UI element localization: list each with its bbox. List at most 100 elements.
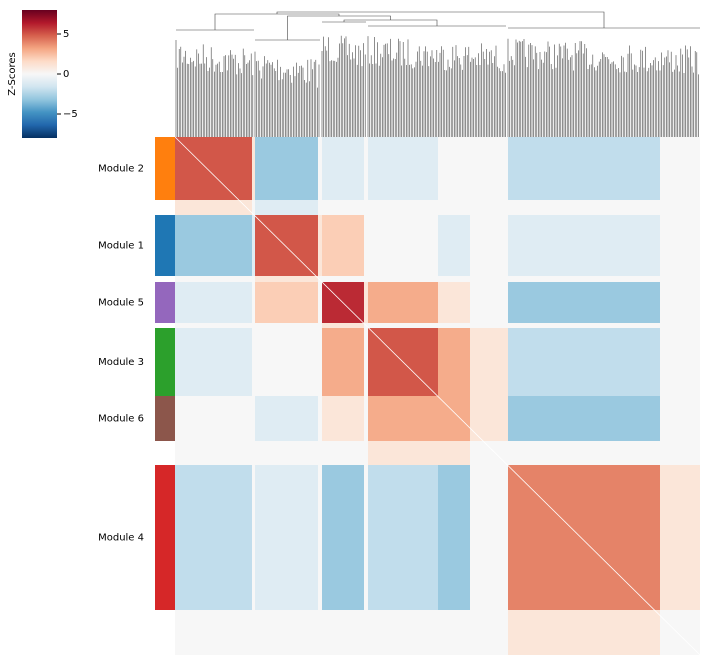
heatmap-cell bbox=[322, 465, 364, 610]
colorbar-tick-label: −5 bbox=[63, 109, 78, 120]
heatmap-cell bbox=[470, 200, 508, 215]
heatmap-cell bbox=[368, 276, 438, 282]
heatmap-cell bbox=[368, 441, 438, 465]
heatmap-cell bbox=[660, 137, 700, 200]
heatmap-cell bbox=[364, 610, 368, 655]
heatmap-cell bbox=[508, 328, 660, 396]
heatmap-cell bbox=[175, 396, 252, 441]
heatmap-cell bbox=[508, 215, 660, 276]
heatmap-cell bbox=[318, 276, 322, 282]
heatmap-cell bbox=[318, 323, 322, 328]
heatmap-cell bbox=[368, 282, 438, 323]
dendrogram-branch bbox=[343, 19, 438, 26]
module-color bbox=[155, 396, 175, 441]
heatmap-cell bbox=[438, 282, 470, 323]
module-label: Module 2 bbox=[98, 164, 144, 175]
heatmap-cell bbox=[322, 276, 364, 282]
heatmap-cell bbox=[322, 137, 364, 200]
heatmap-cell bbox=[252, 610, 255, 655]
heatmap-cell bbox=[660, 276, 700, 282]
dendrogram bbox=[175, 11, 700, 137]
heatmap-cell bbox=[508, 465, 660, 610]
dendrogram-branch bbox=[276, 11, 605, 28]
heatmap-cell bbox=[252, 328, 255, 396]
diagonal bbox=[174, 136, 701, 656]
heatmap-cell bbox=[252, 276, 255, 282]
heatmap-cell bbox=[660, 328, 700, 396]
heatmap-cell bbox=[175, 328, 252, 396]
heatmap-cell bbox=[175, 610, 252, 655]
heatmap-cell bbox=[438, 328, 470, 396]
heatmap-cell bbox=[175, 282, 252, 323]
heatmap-cell bbox=[508, 610, 660, 655]
heatmap-cell bbox=[252, 441, 255, 465]
heatmap-cell bbox=[318, 328, 322, 396]
heatmap-cell bbox=[252, 396, 255, 441]
heatmap-cell bbox=[364, 465, 368, 610]
heatmap-cell bbox=[255, 282, 318, 323]
heatmap-cell bbox=[252, 323, 255, 328]
heatmap-cell bbox=[438, 441, 470, 465]
heatmap-cell bbox=[252, 200, 255, 215]
heatmap-cell bbox=[470, 276, 508, 282]
heatmap-cell bbox=[660, 610, 700, 655]
heatmap-cell bbox=[255, 396, 318, 441]
heatmap-cell bbox=[322, 215, 364, 276]
heatmap-cell bbox=[318, 465, 322, 610]
heatmap-cell bbox=[368, 396, 438, 441]
heatmap-cell bbox=[508, 282, 660, 323]
module-color bbox=[155, 328, 175, 396]
heatmap-cell bbox=[318, 137, 322, 200]
heatmap-cell bbox=[175, 215, 252, 276]
heatmap-cell bbox=[470, 328, 508, 396]
module-label: Module 5 bbox=[98, 298, 144, 309]
heatmap-cell bbox=[470, 323, 508, 328]
heatmap-cell bbox=[438, 610, 470, 655]
heatmap-cell bbox=[470, 215, 508, 276]
heatmap-cell bbox=[368, 323, 438, 328]
heatmap-cell bbox=[470, 282, 508, 323]
heatmap-cell bbox=[175, 323, 252, 328]
heatmap-cell bbox=[438, 215, 470, 276]
heatmap-cell bbox=[660, 323, 700, 328]
heatmap-cell bbox=[438, 396, 470, 441]
heatmap-cell bbox=[255, 328, 318, 396]
module-label: Module 3 bbox=[98, 357, 144, 368]
heatmap-cell bbox=[322, 328, 364, 396]
heatmap-cell bbox=[368, 137, 438, 200]
dendrogram-branch bbox=[287, 15, 391, 40]
heatmap-cell bbox=[660, 465, 700, 610]
heatmap-cell bbox=[368, 200, 438, 215]
heatmap-cell bbox=[364, 328, 368, 396]
heatmap-cell bbox=[252, 215, 255, 276]
heatmap-cell bbox=[508, 396, 660, 441]
heatmap-cell bbox=[364, 441, 368, 465]
heatmap-cell bbox=[508, 323, 660, 328]
heatmap-cell bbox=[438, 200, 470, 215]
heatmap-cell bbox=[660, 200, 700, 215]
heatmap-cell bbox=[322, 323, 364, 328]
heatmap-cell bbox=[175, 200, 252, 215]
heatmap-cell bbox=[438, 137, 470, 200]
heatmap-cell bbox=[470, 396, 508, 441]
heatmap-cell bbox=[368, 215, 438, 276]
heatmap-cell bbox=[364, 215, 368, 276]
heatmap-cell bbox=[368, 610, 438, 655]
heatmap-cell bbox=[364, 396, 368, 441]
heatmap-cell bbox=[175, 465, 252, 610]
heatmap-cell bbox=[508, 276, 660, 282]
heatmap-cell bbox=[470, 441, 508, 465]
module-color bbox=[155, 465, 175, 610]
heatmap-cell bbox=[470, 137, 508, 200]
heatmap-cell bbox=[322, 441, 364, 465]
heatmap-cell bbox=[470, 465, 508, 610]
heatmap-cell bbox=[660, 282, 700, 323]
module-color bbox=[155, 282, 175, 323]
heatmap-cell bbox=[322, 396, 364, 441]
heatmap-cell bbox=[364, 282, 368, 323]
heatmap-cell bbox=[255, 441, 318, 465]
heatmap-cell bbox=[470, 610, 508, 655]
heatmap-cell bbox=[252, 137, 255, 200]
heatmap-cell bbox=[438, 465, 470, 610]
